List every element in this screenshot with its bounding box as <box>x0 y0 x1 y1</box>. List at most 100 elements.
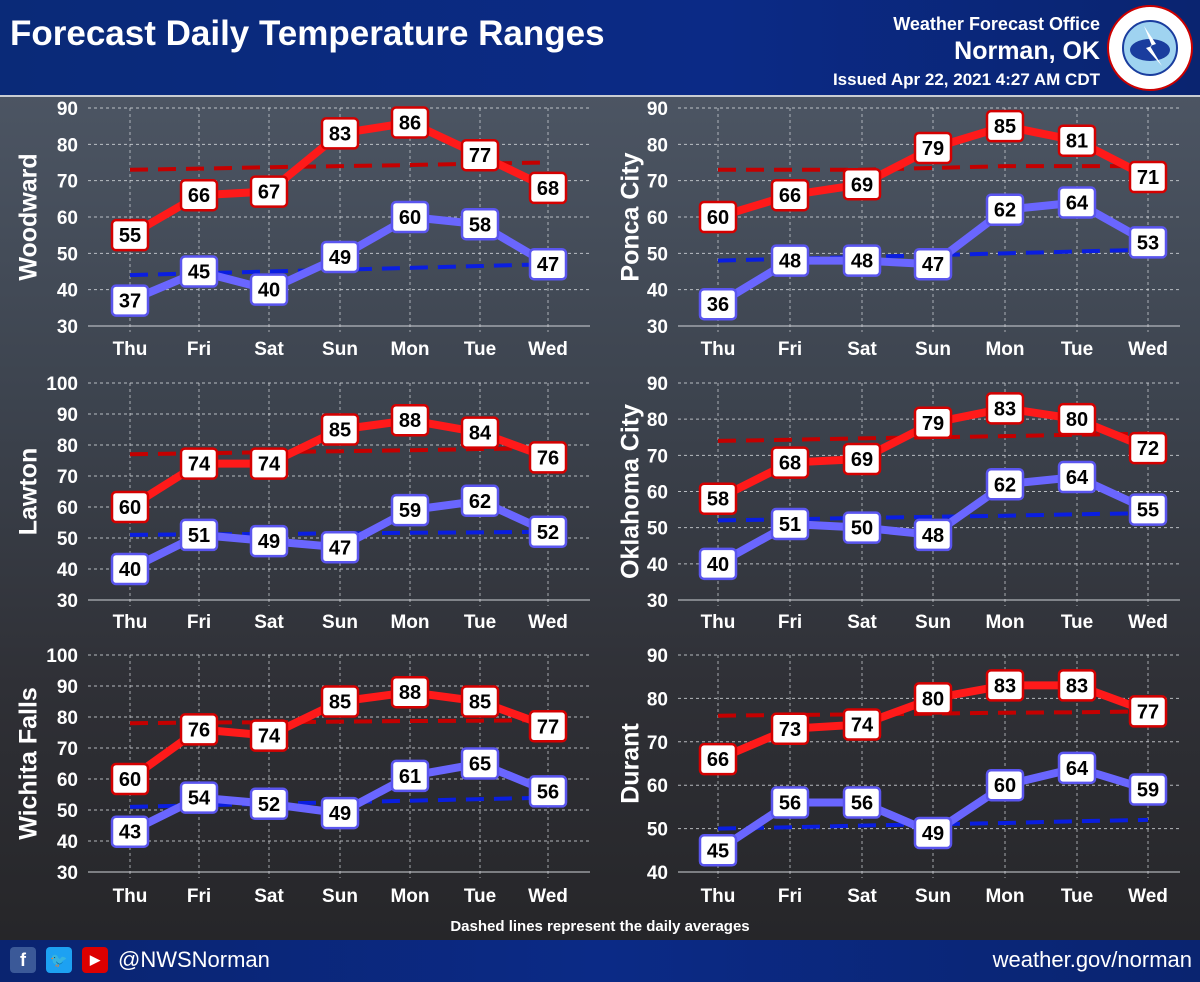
high-data-label: 66 <box>707 749 729 771</box>
chart-panel-wichita-falls: 30 40 50 60 70 80 90 100 Thu Fri Sat Sun Mon Tue Wed Wi… <box>15 646 590 907</box>
high-data-label: 77 <box>537 716 559 738</box>
y-tick-label: 30 <box>647 317 668 338</box>
low-data-label: 43 <box>119 822 141 844</box>
low-data-label: 40 <box>258 280 280 302</box>
high-data-label: 77 <box>1137 701 1159 723</box>
high-data-label: 74 <box>258 454 281 476</box>
high-data-label: 60 <box>119 497 141 519</box>
high-value-box <box>528 171 568 205</box>
y-tick-label: 30 <box>57 317 78 338</box>
low-value-box <box>460 208 500 241</box>
y-tick-label: 50 <box>647 244 668 265</box>
low-value-box <box>110 284 150 317</box>
x-tick-label: Wed <box>1128 886 1168 907</box>
low-value-box <box>249 787 289 821</box>
low-value-box <box>770 244 810 277</box>
low-value-box <box>528 775 568 808</box>
low-data-label: 60 <box>994 775 1016 797</box>
low-value-box <box>842 244 882 277</box>
high-value-box <box>320 413 360 446</box>
x-tick-label: Mon <box>390 612 429 633</box>
high-data-label: 88 <box>399 410 421 432</box>
station-label: Woodward <box>15 153 43 280</box>
low-value-box <box>985 468 1025 501</box>
high-data-label: 71 <box>1137 167 1159 189</box>
low-value-box <box>842 786 882 819</box>
y-tick-label: 80 <box>57 135 78 156</box>
chart-panel-oklahoma-city: 30 40 50 60 70 80 90 Thu Fri Sat Sun Mon Tue Wed Oklah… <box>617 374 1180 633</box>
y-tick-label: 90 <box>57 677 78 698</box>
high-value-box <box>1057 669 1097 702</box>
x-tick-label: Sun <box>322 339 358 360</box>
low-data-label: 47 <box>537 254 559 276</box>
y-tick-label: 80 <box>57 436 78 457</box>
x-tick-label: Sat <box>254 886 284 907</box>
header: Forecast Daily Temperature Ranges Weathe… <box>0 0 1200 97</box>
x-tick-label: Sat <box>254 339 284 360</box>
high-value-box <box>913 682 953 715</box>
x-tick-label: Mon <box>390 886 429 907</box>
high-value-box <box>985 109 1025 143</box>
x-tick-label: Mon <box>985 612 1024 633</box>
high-value-box <box>1057 124 1097 157</box>
high-value-box <box>913 406 953 440</box>
low-data-label: 40 <box>707 554 729 576</box>
high-value-box <box>320 117 360 150</box>
social-handle[interactable]: @NWSNorman <box>118 947 270 972</box>
averages-note: Dashed lines represent the daily average… <box>450 918 750 935</box>
low-data-label: 62 <box>469 491 491 513</box>
high-data-label: 83 <box>994 675 1016 697</box>
low-data-label: 45 <box>188 262 210 284</box>
y-tick-label: 40 <box>647 281 668 302</box>
high-data-label: 84 <box>469 423 492 445</box>
low-value-box <box>1128 773 1168 806</box>
y-tick-label: 90 <box>647 646 668 667</box>
chart-panel-woodward: 30 40 50 60 70 80 90 Thu Fri Sat Sun Mon Tue Wed Woodw… <box>15 99 590 360</box>
high-value-box <box>698 742 738 776</box>
youtube-icon[interactable]: ▶ <box>82 947 108 973</box>
twitter-icon[interactable]: 🐦 <box>46 947 72 973</box>
website-link[interactable]: weather.gov/norman <box>992 947 1192 972</box>
high-value-box <box>985 392 1025 425</box>
high-value-box <box>1128 160 1168 194</box>
low-value-box <box>460 747 500 780</box>
high-data-label: 85 <box>329 420 351 442</box>
high-value-box <box>179 713 219 746</box>
high-data-label: 76 <box>537 447 559 469</box>
low-data-label: 64 <box>1066 467 1089 489</box>
station-label: Wichita Falls <box>15 687 43 840</box>
y-tick-label: 40 <box>647 555 668 576</box>
low-value-box <box>842 511 882 544</box>
y-tick-label: 70 <box>647 172 668 193</box>
high-value-box <box>1128 431 1168 465</box>
high-value-box <box>770 712 810 746</box>
y-tick-label: 90 <box>57 405 78 426</box>
high-value-box <box>460 685 500 718</box>
high-value-box <box>985 669 1025 702</box>
low-value-box <box>110 552 150 586</box>
low-data-label: 58 <box>469 214 491 236</box>
low-value-box <box>460 484 500 518</box>
high-data-label: 85 <box>329 692 351 714</box>
x-tick-label: Fri <box>187 339 211 360</box>
high-data-label: 88 <box>399 682 421 704</box>
high-data-label: 73 <box>779 719 801 741</box>
y-tick-label: 80 <box>647 410 668 431</box>
low-value-box <box>249 524 289 558</box>
y-tick-label: 50 <box>57 244 78 265</box>
x-tick-label: Sun <box>322 886 358 907</box>
x-tick-label: Tue <box>464 612 496 633</box>
high-data-label: 74 <box>851 714 874 736</box>
high-data-label: 58 <box>707 489 729 511</box>
high-data-label: 69 <box>851 174 873 196</box>
low-data-label: 48 <box>922 525 944 547</box>
high-value-box <box>842 442 882 476</box>
low-value-box <box>913 518 953 552</box>
high-value-box <box>249 447 289 480</box>
facebook-icon[interactable]: f <box>10 947 36 973</box>
x-tick-label: Sat <box>847 886 877 907</box>
high-value-box <box>842 708 882 741</box>
low-data-label: 59 <box>399 500 421 522</box>
low-value-box <box>698 834 738 867</box>
